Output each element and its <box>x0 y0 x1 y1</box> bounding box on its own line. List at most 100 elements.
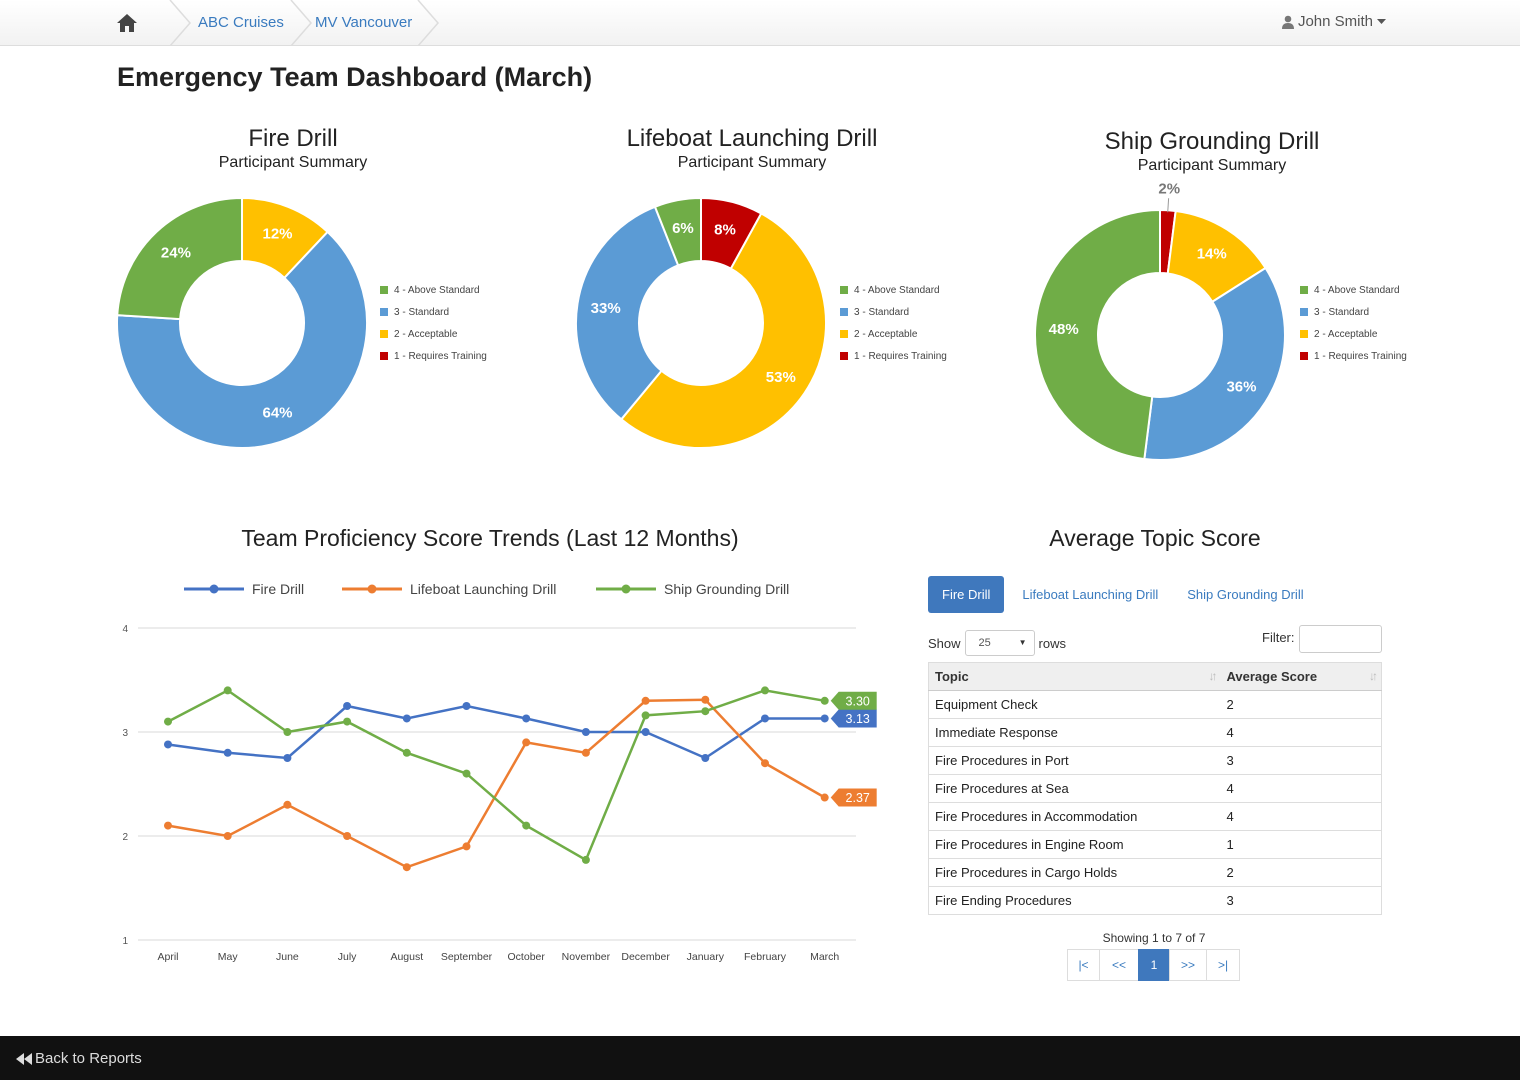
pie-slice <box>1143 266 1286 461</box>
data-point <box>402 748 411 757</box>
breadcrumb-separator <box>290 0 312 46</box>
column-header-topic[interactable]: Topic ↓↑ <box>928 662 1221 691</box>
pie-slice-label: 64% <box>263 405 293 422</box>
x-tick-label: May <box>218 951 239 963</box>
breadcrumb-item-cruises[interactable]: ABC Cruises <box>198 14 284 31</box>
last-page-button[interactable]: >| <box>1206 949 1240 981</box>
topic-cell: Immediate Response <box>928 718 1221 747</box>
last-value-label: 3.30 <box>846 694 870 708</box>
legend-item-standard: 3 - Standard <box>1300 301 1407 323</box>
legend-label: Lifeboat Launching Drill <box>410 581 556 597</box>
pie-slice-label: 2% <box>1158 180 1180 197</box>
legend-label: 1 - Requires Training <box>394 350 487 362</box>
pie-subtitle-grounding: Participant Summary <box>1137 157 1287 174</box>
legend-item-training: 1 - Requires Training <box>840 345 947 367</box>
table-row: Fire Procedures in Accommodation 4 <box>928 802 1382 831</box>
data-point <box>164 717 172 726</box>
user-menu[interactable]: John Smith <box>1281 13 1386 30</box>
data-point <box>223 832 232 840</box>
column-header-label: Average Score <box>1226 669 1318 684</box>
x-tick-label: February <box>744 951 787 963</box>
legend-label: 3 - Standard <box>394 306 450 318</box>
data-point <box>701 754 710 762</box>
breadcrumb-item-vessel[interactable]: MV Vancouver <box>315 14 413 31</box>
legend-label: 4 - Above Standard <box>854 284 940 296</box>
data-point <box>522 714 531 723</box>
data-point <box>641 711 650 720</box>
table-row: Equipment Check 2 <box>928 690 1382 719</box>
legend-label: 2 - Acceptable <box>854 328 918 340</box>
legend-item-training: 1 - Requires Training <box>380 345 487 367</box>
score-cell: 2 <box>1220 858 1382 887</box>
home-icon[interactable] <box>114 10 140 36</box>
page-title: Emergency Team Dashboard (March) <box>117 62 593 92</box>
sort-icon: ↓↑ <box>1208 669 1218 683</box>
data-point <box>462 702 471 710</box>
topic-cell: Fire Procedures in Port <box>928 746 1221 775</box>
data-point <box>402 863 411 872</box>
prev-page-button[interactable]: << <box>1099 949 1139 981</box>
tab-lifeboat-drill[interactable]: Lifeboat Launching Drill <box>1022 587 1159 602</box>
topic-cell: Fire Procedures in Cargo Holds <box>928 858 1221 887</box>
legend-marker <box>209 584 219 594</box>
legend-swatch <box>380 308 388 316</box>
data-point <box>820 714 829 723</box>
score-cell: 3 <box>1220 886 1382 915</box>
legend-item-training: 1 - Requires Training <box>1300 345 1407 367</box>
data-point <box>522 821 531 830</box>
y-tick-label: 4 <box>122 624 128 635</box>
legend-label: 4 - Above Standard <box>394 284 480 296</box>
footer-bar: Back to Reports <box>0 1036 1520 1080</box>
last-value-badge <box>830 788 877 807</box>
data-point <box>581 728 590 736</box>
score-cell: 1 <box>1220 830 1382 859</box>
data-point <box>164 740 172 749</box>
legend-swatch <box>840 352 848 360</box>
pie-slice-label: 48% <box>1049 321 1079 338</box>
y-tick-label: 1 <box>122 936 128 947</box>
y-tick-label: 2 <box>122 832 128 843</box>
trend-chart-title: Team Proficiency Score Trends (Last 12 M… <box>241 525 739 551</box>
y-tick-label: 3 <box>122 728 128 739</box>
legend-item-acceptable: 2 - Acceptable <box>1300 323 1407 345</box>
breadcrumb-separator <box>169 0 191 46</box>
legend-item-above: 4 - Above Standard <box>1300 279 1407 301</box>
data-point <box>701 695 710 704</box>
filter-input[interactable] <box>1299 625 1382 653</box>
data-point <box>761 759 769 768</box>
first-page-button[interactable]: |< <box>1067 949 1100 981</box>
data-point <box>223 748 232 757</box>
page-1-button[interactable]: 1 <box>1138 949 1170 981</box>
tab-fire-drill[interactable]: Fire Drill <box>928 576 1005 613</box>
legend-swatch <box>840 330 848 338</box>
data-point <box>761 686 769 695</box>
data-point <box>820 793 829 802</box>
table-row: Fire Procedures in Cargo Holds 2 <box>928 858 1382 887</box>
pie-title-fire: Fire Drill <box>248 125 338 152</box>
legend-item-standard: 3 - Standard <box>380 301 487 323</box>
pie-slice-label: 36% <box>1226 379 1256 396</box>
rows-label: rows <box>1038 635 1066 651</box>
next-page-button[interactable]: >> <box>1169 949 1207 981</box>
legend-marker <box>621 584 631 594</box>
column-header-average-score[interactable]: Average Score ↓↑ <box>1220 662 1382 691</box>
show-label: Show <box>928 635 961 651</box>
data-point <box>701 707 710 716</box>
legend-swatch <box>380 352 388 360</box>
tab-grounding-drill[interactable]: Ship Grounding Drill <box>1187 587 1304 602</box>
x-tick-label: July <box>338 951 357 963</box>
back-to-reports-link[interactable]: Back to Reports <box>16 1050 142 1067</box>
pie-subtitle-lifeboat: Participant Summary <box>677 154 827 171</box>
data-point <box>641 696 650 705</box>
rows-select[interactable]: 25 ▼ <box>964 630 1035 656</box>
sort-icon: ↓↑ <box>1369 669 1378 683</box>
topic-cell: Equipment Check <box>928 690 1221 719</box>
legend-swatch <box>1300 352 1308 360</box>
x-tick-label: September <box>441 951 493 963</box>
pie-slice-label: 33% <box>591 300 621 317</box>
pie-slice-label: 24% <box>161 245 191 262</box>
data-point <box>581 748 590 757</box>
legend-swatch <box>1300 330 1308 338</box>
rows-per-page: Show 25 ▼ rows <box>928 630 1066 656</box>
user-name: John Smith <box>1297 13 1373 30</box>
